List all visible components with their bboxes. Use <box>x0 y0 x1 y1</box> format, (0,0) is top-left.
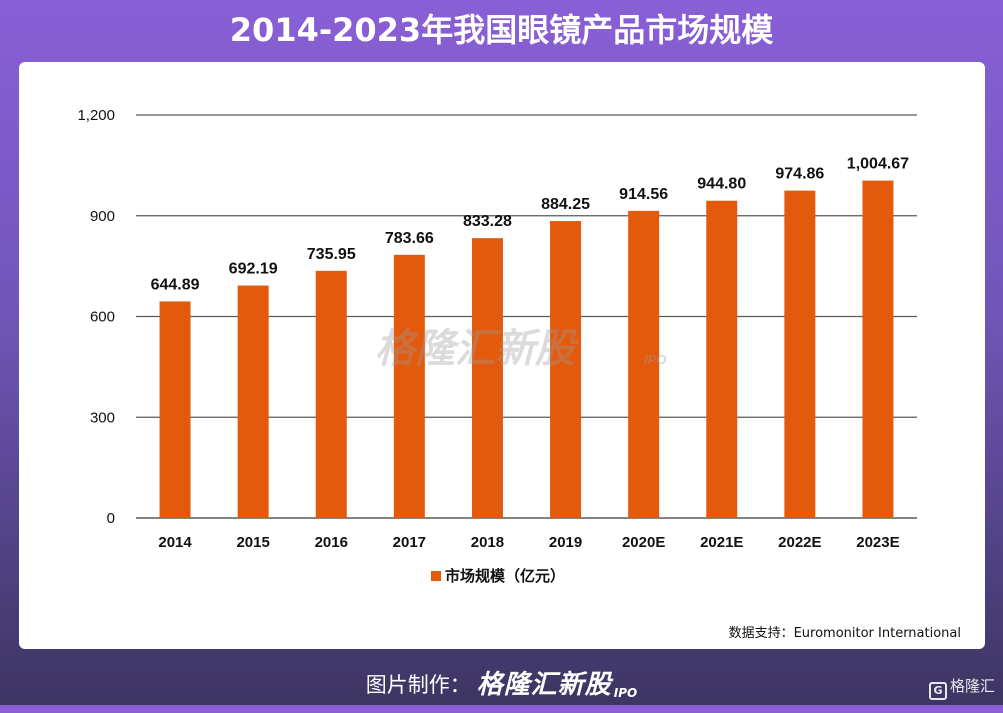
bar <box>159 301 191 518</box>
bar <box>628 210 660 518</box>
credit-label: 图片制作： <box>365 673 471 697</box>
x-tick-label: 2022E <box>778 534 821 551</box>
bar <box>862 180 894 518</box>
legend-swatch <box>431 571 441 581</box>
x-tick-label: 2019 <box>549 534 582 551</box>
x-tick-label: 2018 <box>471 534 504 551</box>
brand-logo: 格隆汇新股 <box>476 670 612 700</box>
data-label: 644.89 <box>151 276 200 293</box>
brand-g-icon: G <box>928 682 947 700</box>
data-label: 783.66 <box>385 230 434 247</box>
chart-title: 2014-2023年我国眼镜产品市场规模 <box>229 11 774 49</box>
bar <box>315 270 347 518</box>
data-label: 833.28 <box>463 213 512 230</box>
x-tick-label: 2020E <box>622 534 665 551</box>
data-label: 884.25 <box>541 196 590 213</box>
y-tick-label: 1,200 <box>77 107 115 124</box>
bar <box>550 221 582 518</box>
y-tick-label: 900 <box>90 208 115 225</box>
data-label: 914.56 <box>619 186 668 203</box>
data-label: 974.86 <box>775 166 824 183</box>
x-tick-label: 2017 <box>393 534 426 551</box>
watermark-ipo: IPO <box>644 352 666 367</box>
bar <box>393 254 425 518</box>
x-tick-label: 2015 <box>236 534 269 551</box>
legend-label: 市场规模（亿元） <box>445 567 565 585</box>
chart-card: 0 300 600 900 1,200 644.89 2014 692.19 2015 735.9… <box>19 62 985 649</box>
data-label: 1,004.67 <box>847 156 909 173</box>
badge-text: 格隆汇 <box>949 677 995 695</box>
bar <box>471 238 503 518</box>
bar <box>784 190 816 519</box>
x-tick-label: 2014 <box>158 534 192 551</box>
data-source: 数据支持：Euromonitor International <box>728 626 961 641</box>
brand-logo-ipo: IPO <box>613 686 638 700</box>
bar <box>237 285 269 518</box>
data-label: 944.80 <box>697 176 746 193</box>
bar-chart: 0 300 600 900 1,200 644.89 2014 692.19 2015 735.9… <box>77 107 917 585</box>
y-tick-label: 300 <box>90 409 115 426</box>
y-tick-label: 0 <box>107 510 115 527</box>
watermark-logo: 格隆汇新股 <box>375 327 579 371</box>
x-tick-label: 2023E <box>856 534 899 551</box>
bar <box>706 200 738 519</box>
data-label: 735.95 <box>307 246 356 263</box>
x-tick-label: 2016 <box>315 534 348 551</box>
data-label: 692.19 <box>229 261 278 278</box>
x-tick-label: 2021E <box>700 534 743 551</box>
corner-badge: G 格隆汇 <box>928 676 995 700</box>
footer: 图片制作： 格隆汇新股 IPO <box>0 664 1003 713</box>
y-tick-label: 600 <box>90 309 115 326</box>
